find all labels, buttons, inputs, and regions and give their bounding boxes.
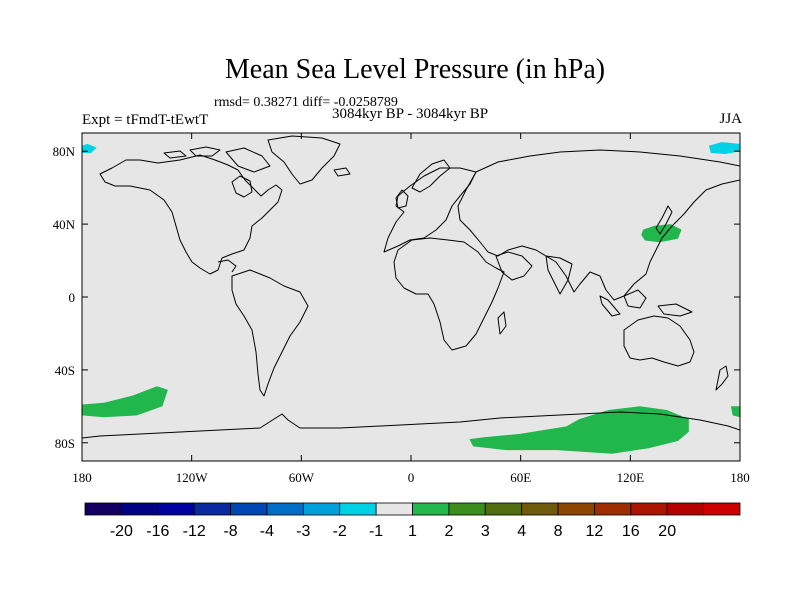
x-tick-label: 60W <box>289 470 315 485</box>
coast-australia <box>623 315 695 367</box>
y-tick-label: 80S <box>55 436 75 451</box>
colorbar-label: -1 <box>369 523 383 540</box>
x-tick-label: 0 <box>408 470 415 485</box>
map-background <box>82 133 740 461</box>
x-tick-label: 120W <box>176 470 209 485</box>
colorbar-label: -20 <box>110 523 133 540</box>
region-south-pacific-high <box>82 386 168 418</box>
stats-text: rmsd= 0.38271 diff= -0.0258789 <box>214 95 398 110</box>
colorbar-label: 2 <box>444 523 453 540</box>
chart-title: Mean Sea Level Pressure (in hPa) <box>224 54 606 85</box>
colorbar-label: 4 <box>517 523 526 540</box>
experiment-label: Expt = tFmdT-tEwtT <box>82 112 209 128</box>
colorbar-label: 20 <box>658 523 676 540</box>
colorbar-label: -4 <box>260 523 274 540</box>
coast-africa <box>393 237 505 351</box>
coast-japan <box>655 205 673 235</box>
colorbar-swatch <box>230 502 268 516</box>
colorbar: -20 -16 -12 -8 -4 -3 -2 -1 1 2 3 4 8 12 16 20 <box>84 502 741 540</box>
x-tick-label: 120E <box>617 470 645 485</box>
x-tick-label: 180 <box>730 470 750 485</box>
map-axes: 180 120W 60W 0 60E 120E 180 80N 40N 0 40S 80S <box>53 133 750 485</box>
colorbar-swatch <box>266 502 304 516</box>
colorbar-label: -16 <box>146 523 169 540</box>
colorbar-swatch <box>375 502 413 516</box>
colorbar-label: 1 <box>408 523 417 540</box>
season-label: JJA <box>719 111 742 127</box>
y-tick-label: 40S <box>55 363 75 378</box>
period-text: 3084kyr BP - 3084kyr BP <box>331 106 489 122</box>
colorbar-label: -3 <box>296 523 310 540</box>
coast-europe <box>383 167 477 253</box>
coast-madagascar <box>497 311 507 335</box>
coast-borneo <box>623 289 647 309</box>
colorbar-swatch <box>339 502 377 516</box>
region-southern-ocean-high-east <box>730 406 740 418</box>
y-tick-label: 80N <box>53 144 76 159</box>
coast-arctic-islands <box>163 146 221 159</box>
coast-greenland <box>267 135 341 185</box>
colorbar-swatch <box>193 502 231 516</box>
colorbar-swatch <box>666 502 705 516</box>
y-tick-label: 0 <box>69 290 76 305</box>
coast-arabia <box>495 251 533 281</box>
colorbar-swatch <box>703 502 741 516</box>
coast-iceland <box>333 167 351 177</box>
colorbar-swatch <box>594 502 632 516</box>
region-arctic-east-low <box>708 142 740 154</box>
coast-britain <box>395 189 409 209</box>
coast-antarctica <box>82 411 740 439</box>
coast-hudson-bay <box>231 175 253 198</box>
coast-scandinavia <box>411 159 451 193</box>
coast-baffin <box>225 147 271 173</box>
colorbar-swatch <box>521 502 559 516</box>
y-tick-label: 40N <box>53 217 76 232</box>
coast-sumatra <box>599 295 621 317</box>
colorbar-label: 8 <box>554 523 563 540</box>
colorbar-swatch <box>84 502 122 516</box>
colorbar-swatch <box>448 502 486 516</box>
x-tick-label: 180 <box>72 470 92 485</box>
colorbar-swatch <box>157 502 195 516</box>
colorbar-swatch <box>557 502 595 516</box>
colorbar-label: -12 <box>183 523 206 540</box>
colorbar-label: 3 <box>481 523 490 540</box>
colorbar-swatch <box>484 502 523 516</box>
colorbar-label: -8 <box>223 523 237 540</box>
colorbar-label: -2 <box>333 523 347 540</box>
coast-new-zealand <box>715 365 729 391</box>
colorbar-swatch <box>120 502 159 516</box>
colorbar-swatch <box>630 502 668 516</box>
colorbar-swatch <box>412 502 450 516</box>
region-antarctic-coast-high <box>469 406 689 454</box>
colorbar-label: 12 <box>586 523 604 540</box>
coastlines <box>82 135 740 439</box>
colorbar-label: 16 <box>622 523 640 540</box>
coast-south-america <box>231 269 309 397</box>
coast-gulf-mexico <box>217 259 237 273</box>
x-tick-label: 60E <box>510 470 531 485</box>
region-japan-sea-high <box>641 224 682 243</box>
colorbar-swatch <box>302 502 341 516</box>
coast-new-guinea <box>657 303 693 317</box>
coast-india <box>545 255 573 295</box>
